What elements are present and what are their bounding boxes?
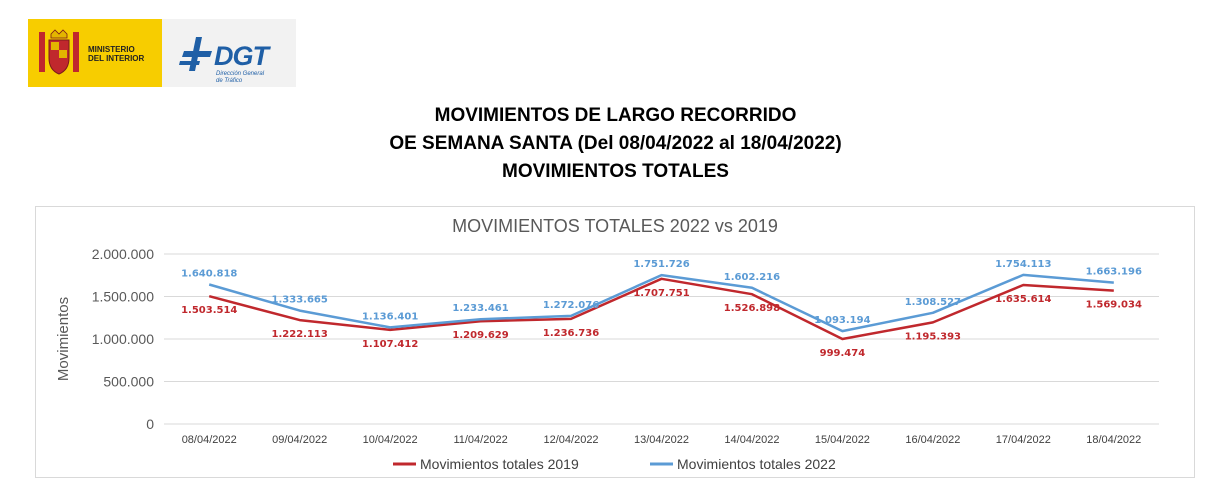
page-title-line-3: MOVIMIENTOS TOTALES — [502, 161, 729, 182]
data-label-2019: 1.526.898 — [724, 303, 780, 314]
ministry-logo: MINISTERIO DEL INTERIOR — [28, 19, 162, 87]
data-label-2022: 1.272.076 — [543, 300, 599, 311]
legend-label-2019: Movimientos totales 2019 — [420, 456, 579, 472]
dgt-subtitle-1: Dirección General — [216, 71, 265, 77]
series-line-2019 — [208, 277, 1114, 341]
x-tick-label: 08/04/2022 — [182, 434, 237, 446]
chart-container: MOVIMIENTOS TOTALES 2022 vs 2019 0 500.000… — [35, 206, 1195, 478]
line-chart: MOVIMIENTOS TOTALES 2022 vs 2019 0 500.000… — [55, 216, 1159, 472]
ministry-name: MINISTERIO DEL INTERIOR — [88, 45, 144, 63]
chart-title: MOVIMIENTOS TOTALES 2022 vs 2019 — [452, 216, 778, 236]
coat-of-arms-icon — [39, 29, 79, 75]
y-tick-label: 1.000.000 — [92, 331, 154, 347]
page-title-line-2: OE SEMANA SANTA (Del 08/04/2022 al 18/04… — [389, 133, 842, 154]
data-label-2019: 1.236.736 — [543, 328, 599, 339]
data-label-2022: 1.093.194 — [814, 315, 870, 326]
data-label-2019: 1.503.514 — [181, 305, 237, 316]
y-tick-label: 500.000 — [103, 374, 154, 390]
dgt-subtitle: Dirección General de Tráfico — [216, 71, 286, 85]
x-tick-label: 17/04/2022 — [996, 434, 1051, 446]
data-label-2022: 1.640.818 — [181, 269, 237, 280]
page-title-line-1: MOVIMIENTOS DE LARGO RECORRIDO — [434, 105, 797, 126]
data-label-2022: 1.333.665 — [272, 295, 328, 306]
dgt-name: DGT — [214, 41, 269, 71]
header-logos: MINISTERIO DEL INTERIOR DGT Dirección Ge… — [28, 19, 296, 87]
data-label-2022: 1.308.527 — [905, 297, 961, 308]
data-label-2019: 1.209.629 — [452, 330, 508, 341]
data-label-2019: 1.569.034 — [1086, 300, 1142, 311]
data-label-2022: 1.602.216 — [724, 272, 780, 283]
data-label-2019: 1.195.393 — [905, 331, 961, 342]
data-label-2019: 1.707.751 — [633, 288, 689, 299]
page-title: MOVIMIENTOS DE LARGO RECORRIDO OE SEMANA… — [0, 102, 1221, 186]
data-label-2019: 999.474 — [820, 348, 866, 359]
x-tick-label: 16/04/2022 — [905, 434, 960, 446]
x-tick-label: 13/04/2022 — [634, 434, 689, 446]
data-label-2019: 1.107.412 — [362, 339, 418, 350]
data-label-2022: 1.663.196 — [1086, 267, 1142, 278]
ministry-line-2: DEL INTERIOR — [88, 54, 145, 63]
x-tick-label: 12/04/2022 — [544, 434, 599, 446]
x-tick-label: 10/04/2022 — [363, 434, 418, 446]
x-tick-label: 18/04/2022 — [1086, 434, 1141, 446]
data-label-2022: 1.754.113 — [995, 259, 1051, 270]
x-tick-label: 09/04/2022 — [272, 434, 327, 446]
x-tick-label: 15/04/2022 — [815, 434, 870, 446]
legend-label-2022: Movimientos totales 2022 — [677, 456, 836, 472]
y-tick-label: 1.500.000 — [92, 289, 154, 305]
y-axis-label: Movimientos — [55, 297, 72, 381]
data-label-2022: 1.233.461 — [452, 303, 508, 314]
y-tick-label: 2.000.000 — [92, 246, 154, 262]
data-label-2019: 1.635.614 — [995, 294, 1051, 305]
x-tick-label: 14/04/2022 — [724, 434, 779, 446]
series-line-2022 — [208, 273, 1114, 333]
data-label-2022: 1.751.726 — [633, 259, 689, 270]
y-tick-label: 0 — [146, 416, 154, 432]
ministry-line-1: MINISTERIO — [88, 45, 135, 54]
data-label-2022: 1.136.401 — [362, 311, 418, 322]
data-label-2019: 1.222.113 — [272, 329, 328, 340]
dgt-logo-icon — [179, 37, 212, 71]
dgt-subtitle-2: de Tráfico — [216, 78, 243, 84]
x-tick-label: 11/04/2022 — [453, 434, 507, 446]
